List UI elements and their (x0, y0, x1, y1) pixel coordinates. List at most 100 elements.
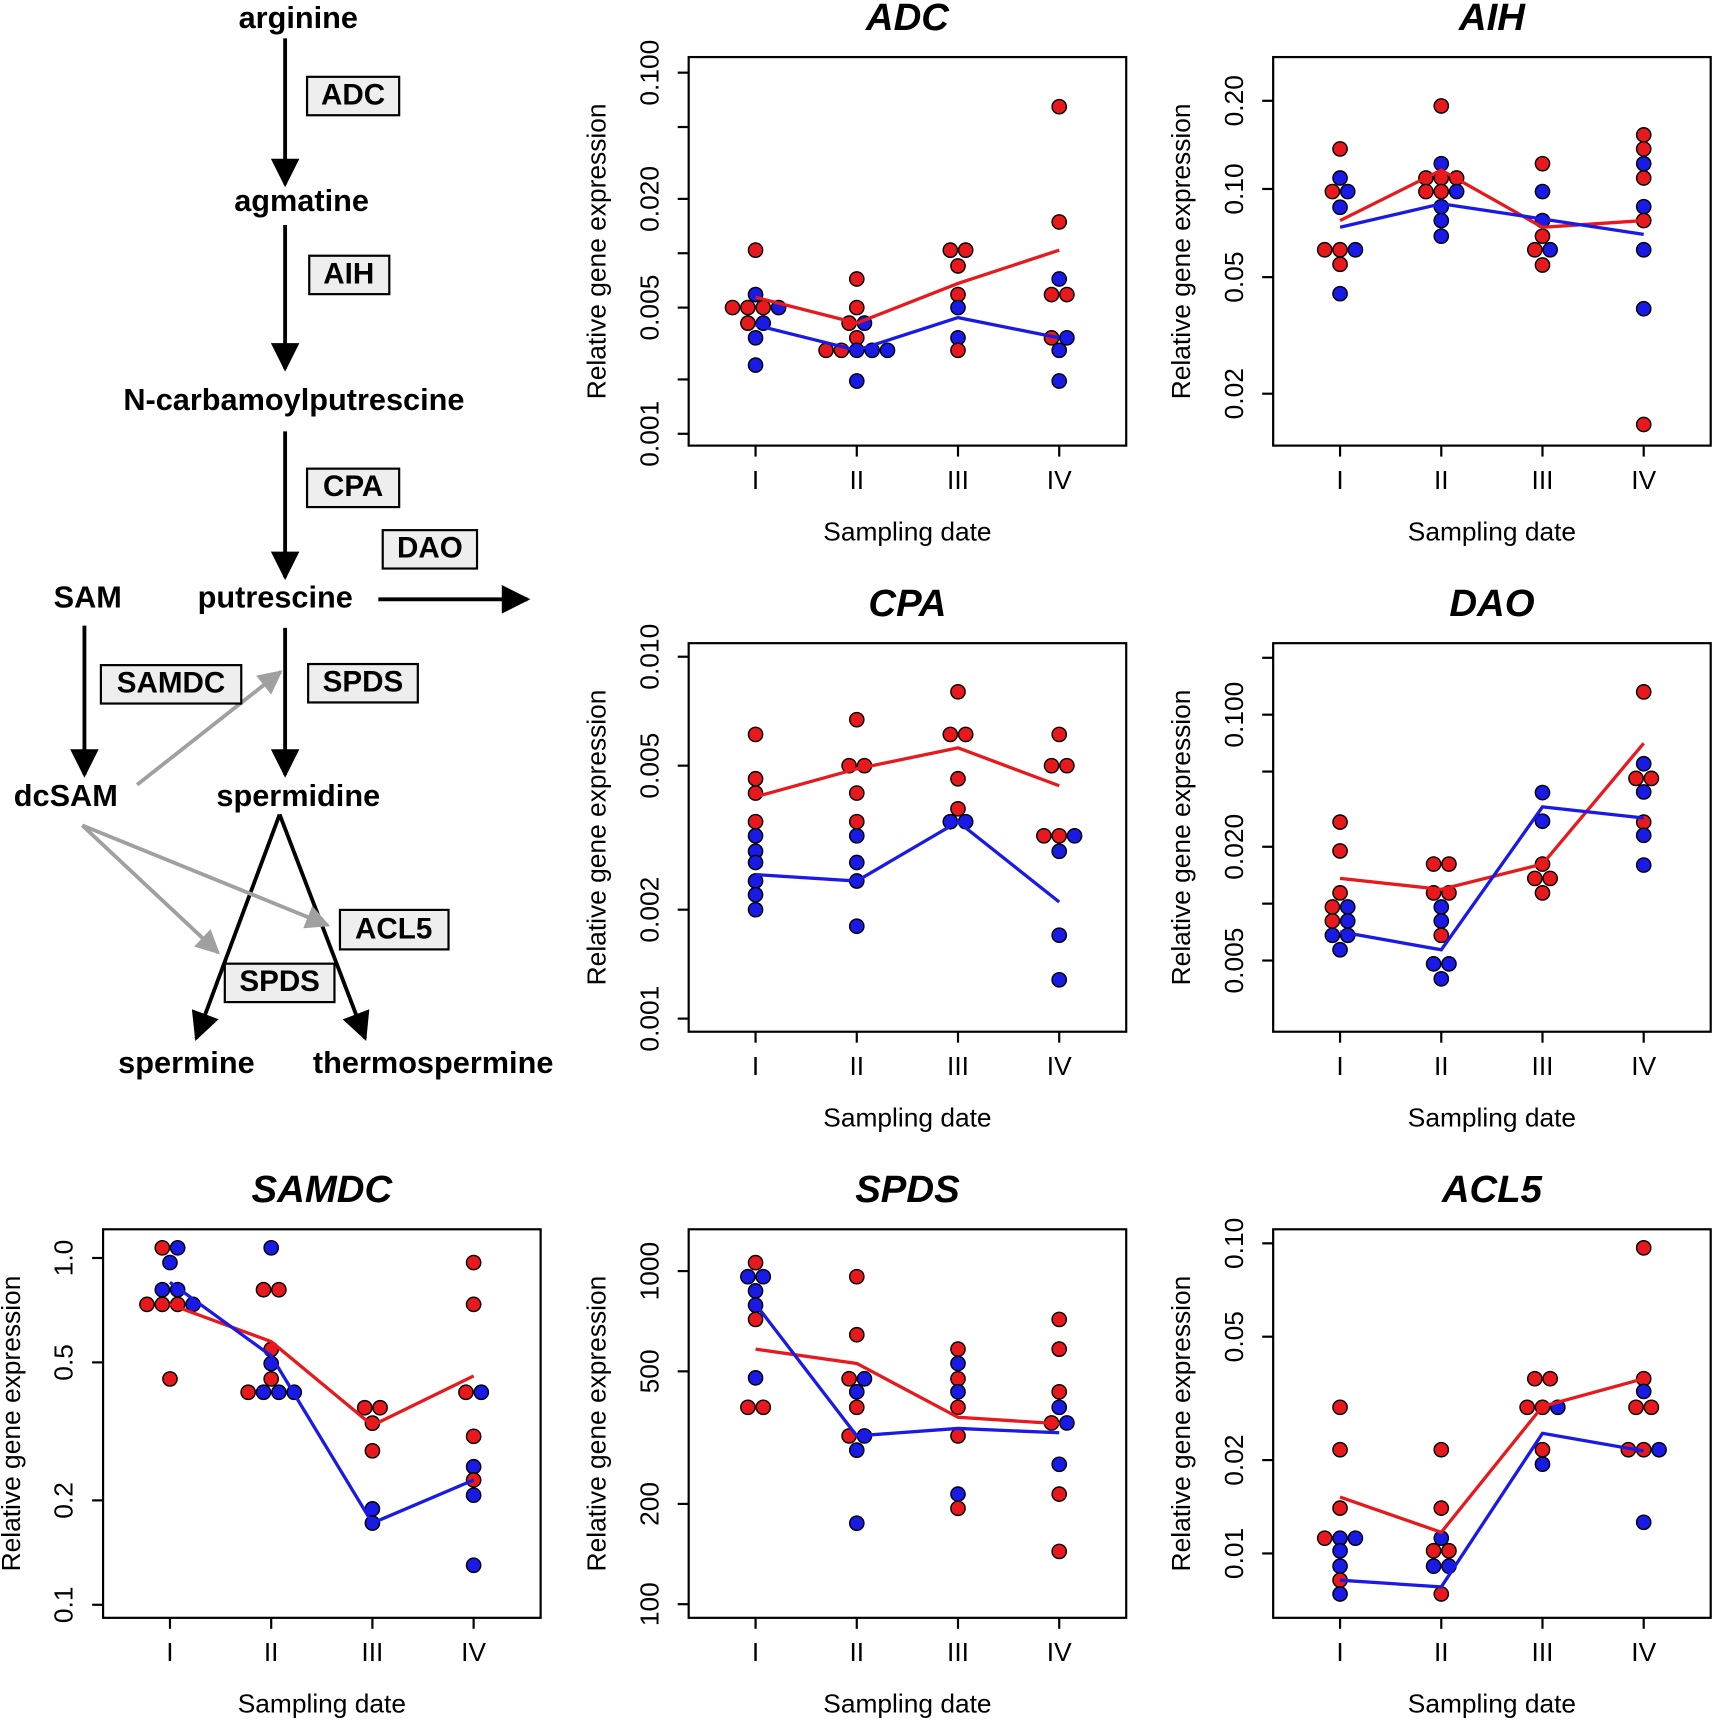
data-point (271, 1384, 287, 1401)
data-point (1433, 1586, 1450, 1602)
x-axis-title: Sampling date (823, 516, 991, 546)
data-point (465, 1296, 482, 1313)
data-point (747, 242, 764, 259)
arrow (191, 813, 282, 1041)
data-point (848, 854, 865, 871)
data-point (255, 1384, 272, 1401)
data-point (724, 299, 741, 316)
x-tick-label: IV (1631, 1637, 1656, 1667)
data-point (856, 1370, 873, 1387)
enzyme-label: ADC (321, 78, 385, 111)
data-point (1425, 956, 1442, 972)
data-point (1433, 98, 1450, 114)
arrow (80, 823, 220, 955)
data-point (1635, 198, 1652, 215)
y-tick-label: 0.100 (634, 40, 664, 106)
data-point (848, 271, 865, 287)
data-point (1324, 913, 1341, 929)
enzyme-box (381, 529, 479, 570)
enzyme-box (223, 962, 336, 1004)
data-point (1635, 1514, 1652, 1531)
data-point (747, 357, 764, 373)
mean-line (755, 315, 1060, 353)
data-point (747, 886, 764, 903)
mean-line (755, 746, 1060, 799)
x-tick-label: III (947, 1051, 969, 1081)
enzyme-label: ACL5 (355, 913, 432, 946)
data-point (1542, 1370, 1559, 1387)
chart-title: ACL5 (1441, 1168, 1543, 1211)
x-axis-title: Sampling date (238, 1689, 406, 1719)
data-point (1433, 212, 1450, 229)
mean-line (755, 248, 1060, 325)
data-point (957, 242, 974, 259)
data-point (1051, 271, 1068, 287)
y-axis-title: Relative gene expression (1166, 690, 1196, 986)
data-point (950, 342, 966, 359)
data-point (1534, 228, 1551, 245)
data-point (1433, 970, 1450, 987)
data-point (1441, 956, 1457, 972)
data-point (1339, 899, 1356, 915)
enzyme-box (308, 254, 391, 296)
data-point (1534, 1441, 1551, 1458)
y-axis-title: Relative gene expression (0, 1276, 26, 1572)
x-tick-label: II (849, 1051, 864, 1081)
enzyme-label: CPA (323, 470, 383, 503)
data-point (1643, 770, 1660, 787)
data-point (1059, 329, 1075, 346)
data-point (1628, 770, 1644, 787)
y-tick-label: 0.001 (634, 401, 664, 467)
enzyme-label: SAMDC (117, 667, 226, 700)
data-point (950, 286, 966, 303)
chart: ADC 0.100 0.020 0.005 0.001 Relative gene exp… (582, 0, 1128, 546)
data-point (1433, 183, 1450, 200)
metabolite: N-carbamoylputrescine (123, 382, 464, 417)
x-tick-label: IV (1047, 1051, 1072, 1081)
y-tick-label: 0.10 (1219, 1218, 1249, 1269)
x-tick-label: II (1434, 465, 1449, 495)
data-point (154, 1281, 171, 1298)
data-point (1651, 1441, 1667, 1458)
data-point (950, 1486, 966, 1502)
x-tick-label: III (361, 1637, 383, 1667)
data-point (1332, 1441, 1348, 1458)
data-point (1425, 1558, 1442, 1574)
data-point (1519, 1399, 1535, 1416)
x-tick-label: I (166, 1637, 173, 1667)
y-tick-label: 0.002 (634, 877, 664, 943)
data-point (1332, 1542, 1348, 1559)
data-point (1534, 1456, 1551, 1473)
data-point (1534, 885, 1551, 901)
data-point (747, 329, 764, 346)
data-point (740, 299, 756, 316)
data-point (1051, 98, 1068, 115)
data-point (1332, 814, 1348, 830)
data-point (942, 242, 959, 259)
data-point (1332, 843, 1348, 859)
y-tick-label: 200 (634, 1482, 664, 1526)
data-point (139, 1296, 155, 1313)
data-point (154, 1239, 171, 1256)
metabolite: arginine (239, 0, 358, 35)
data-point (1339, 183, 1356, 200)
data-point (950, 1500, 966, 1517)
data-point (755, 1268, 772, 1285)
x-tick-label: IV (1631, 465, 1656, 495)
enzyme-label: DAO (397, 532, 463, 565)
arrow (81, 823, 331, 929)
mean-line (754, 1303, 1060, 1438)
mean-line (169, 1280, 475, 1526)
data-point (848, 1515, 865, 1532)
data-point (879, 342, 896, 359)
data-point (1043, 286, 1060, 303)
y-tick-label: 0.2 (49, 1482, 79, 1519)
x-tick-label: IV (1631, 1051, 1656, 1081)
x-tick-label: II (1434, 1637, 1449, 1667)
chart: CPA 0.010 0.005 0.002 0.001 Relative gene exp… (582, 582, 1128, 1132)
x-axis-title: Sampling date (1408, 1102, 1576, 1132)
data-point (1635, 170, 1652, 186)
x-tick-label: I (752, 465, 759, 495)
data-point (1332, 885, 1348, 901)
data-point (950, 1399, 966, 1416)
